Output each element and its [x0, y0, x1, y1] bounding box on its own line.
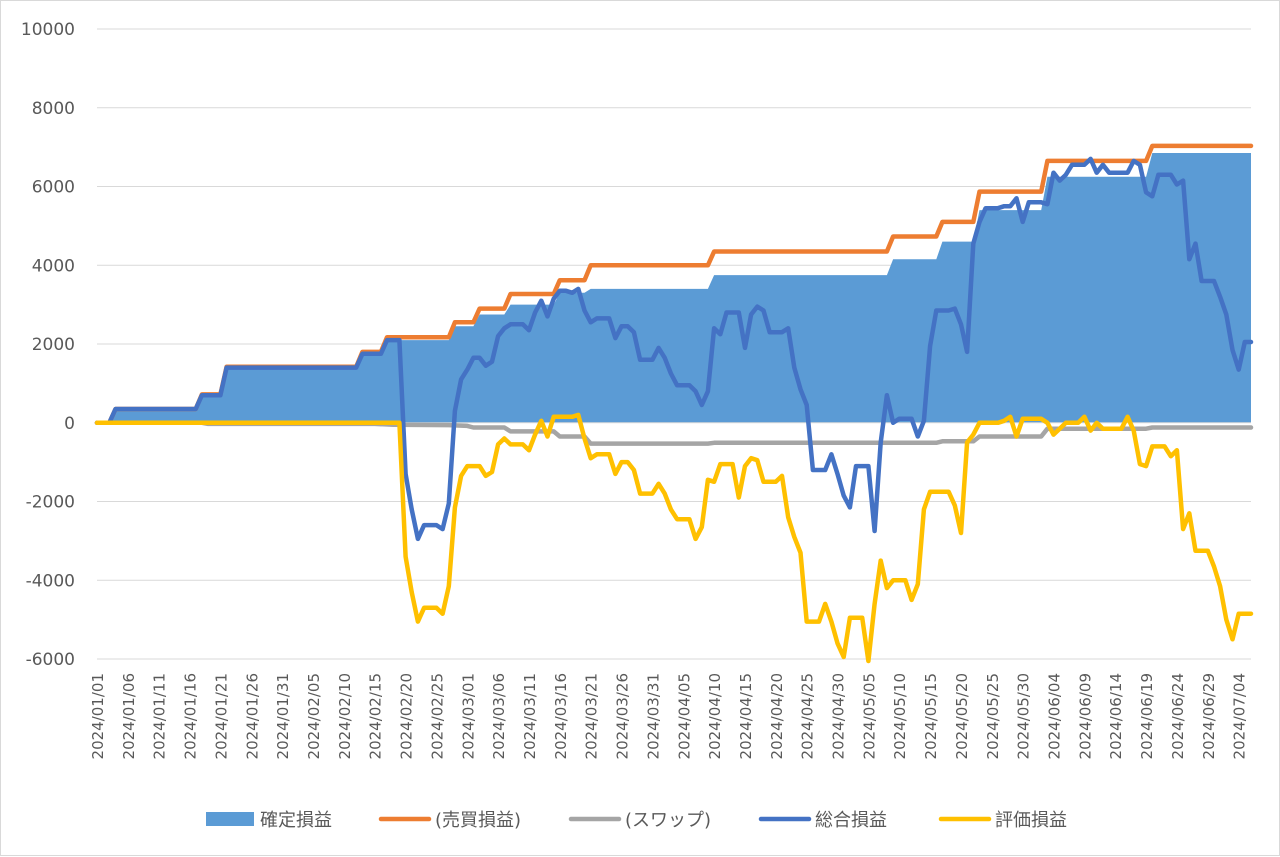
x-tick-label: 2024/06/19 — [1138, 673, 1156, 759]
x-tick-label: 2024/05/25 — [984, 673, 1002, 759]
x-tick-label: 2024/04/05 — [675, 673, 693, 759]
y-tick-label: 8000 — [32, 99, 75, 119]
x-tick-label: 2024/02/25 — [428, 673, 446, 759]
legend-label: 確定損益 — [260, 810, 332, 831]
x-tick-label: 2024/02/05 — [305, 673, 323, 759]
y-axis: 10000 8000 6000 4000 2000 0 -2000 -4000 -6000 — [21, 20, 75, 670]
x-tick-label: 2024/01/11 — [151, 673, 169, 759]
legend-label: 評価損益 — [995, 810, 1067, 831]
y-tick-label: 2000 — [32, 335, 75, 355]
x-tick-label: 2024/06/29 — [1200, 673, 1218, 759]
x-tick-label: 2024/01/01 — [89, 673, 107, 759]
legend-label: (スワップ) — [625, 810, 711, 831]
x-tick-label: 2024/07/04 — [1231, 673, 1249, 759]
legend-label: 総合損益 — [815, 810, 887, 831]
series-line-hyouka — [94, 412, 1254, 664]
x-tick-label: 2024/01/31 — [274, 673, 292, 759]
x-tick-label: 2024/04/30 — [830, 673, 848, 759]
line-series-layer — [94, 143, 1254, 664]
x-tick-label: 2024/06/14 — [1107, 673, 1125, 759]
series-line-sougou — [94, 156, 1254, 542]
y-tick-label: 6000 — [32, 178, 75, 198]
x-tick-label: 2024/02/15 — [367, 673, 385, 759]
x-tick-label: 2024/05/10 — [891, 673, 909, 759]
x-tick-label: 2024/04/10 — [706, 673, 724, 759]
x-tick-label: 2024/03/06 — [490, 673, 508, 759]
x-tick-label: 2024/04/25 — [799, 673, 817, 759]
x-tick-label: 2024/03/21 — [583, 673, 601, 759]
x-tick-label: 2024/05/30 — [1015, 673, 1033, 759]
x-tick-label: 2024/04/20 — [768, 673, 786, 759]
y-tick-label: 10000 — [21, 20, 75, 40]
x-tick-label: 2024/01/21 — [212, 673, 230, 759]
legend-swatch — [206, 812, 254, 826]
x-tick-label: 2024/03/31 — [644, 673, 662, 759]
y-tick-label: -2000 — [26, 493, 75, 513]
x-tick-label: 2024/03/16 — [552, 673, 570, 759]
x-tick-label: 2024/01/16 — [182, 673, 200, 759]
x-tick-label: 2024/05/15 — [922, 673, 940, 759]
legend: 確定損益 (売買損益) (スワップ) 総合損益 評価損益 — [206, 810, 1067, 831]
y-tick-label: -4000 — [26, 571, 75, 591]
x-tick-label: 2024/06/04 — [1046, 673, 1064, 759]
x-tick-label: 2024/05/20 — [953, 673, 971, 759]
x-tick-label: 2024/01/06 — [120, 673, 138, 759]
y-tick-label: 4000 — [32, 256, 75, 276]
y-tick-label: 0 — [64, 414, 75, 434]
y-tick-label: -6000 — [26, 650, 75, 670]
x-tick-label: 2024/03/11 — [521, 673, 539, 759]
x-tick-label: 2024/02/10 — [336, 673, 354, 759]
x-tick-label: 2024/06/24 — [1169, 673, 1187, 759]
x-tick-label: 2024/06/09 — [1076, 673, 1094, 759]
x-tick-label: 2024/04/15 — [737, 673, 755, 759]
x-tick-label: 2024/01/26 — [243, 673, 261, 759]
series-area-kakutei — [97, 153, 1251, 423]
series-line-swap — [94, 420, 1254, 446]
x-tick-label: 2024/05/05 — [860, 673, 878, 759]
x-tick-label: 2024/03/26 — [614, 673, 632, 759]
x-tick-label: 2024/03/01 — [459, 673, 477, 759]
x-axis: 2024/01/01 2024/01/06 2024/01/11 2024/01/16… — [89, 673, 1249, 759]
legend-label: (売買損益) — [435, 810, 521, 831]
x-tick-label: 2024/02/20 — [398, 673, 416, 759]
